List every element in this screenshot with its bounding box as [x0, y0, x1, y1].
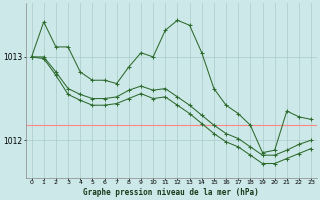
X-axis label: Graphe pression niveau de la mer (hPa): Graphe pression niveau de la mer (hPa) [84, 188, 259, 197]
